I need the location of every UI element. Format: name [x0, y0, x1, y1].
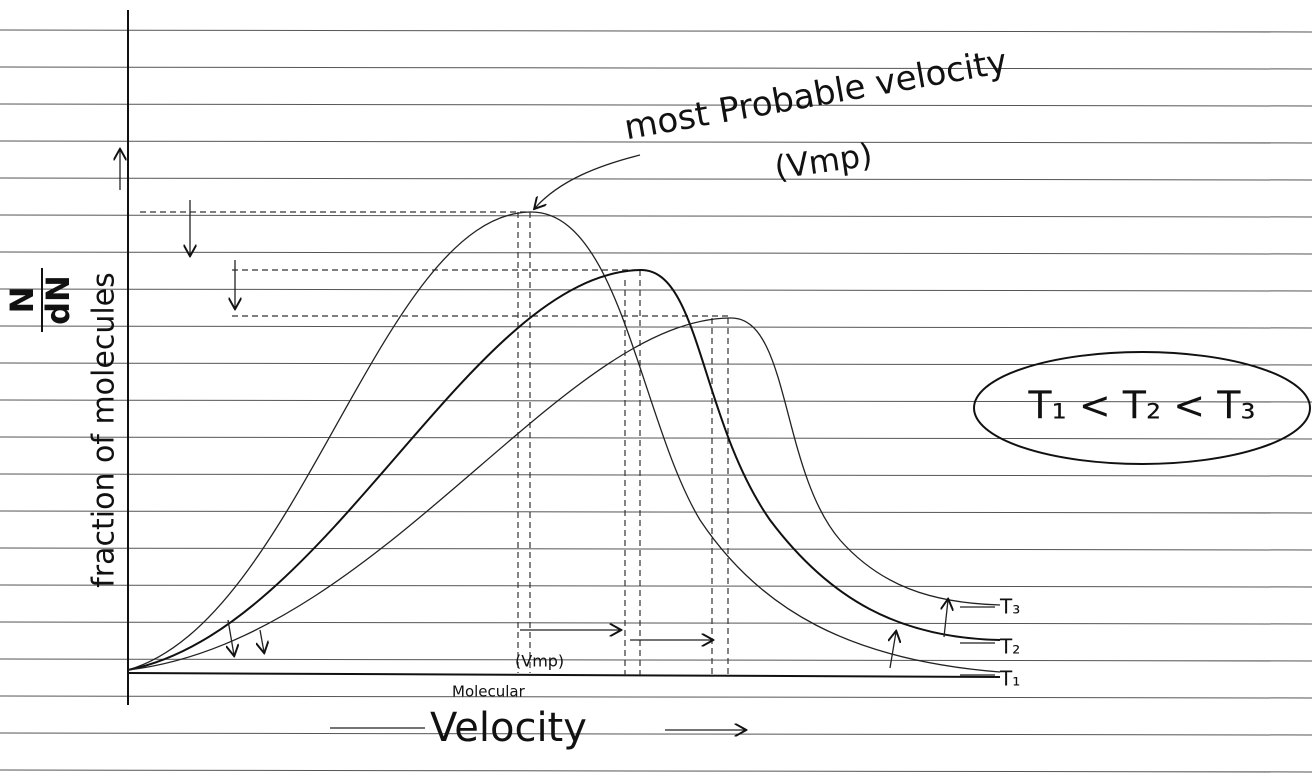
peak-label: most Probable velocity: [621, 41, 1010, 148]
curve-t3: [128, 318, 1000, 670]
relation: T₁ < T₂ < T₃: [1027, 384, 1255, 428]
x-label: Velocity: [430, 705, 587, 751]
ruled-line: [0, 511, 1312, 513]
ruled-line: [0, 585, 1312, 587]
y-numerator: dN: [39, 275, 77, 325]
ruled-line: [0, 289, 1312, 291]
ruled-line: [0, 733, 1312, 735]
y-denominator: N: [3, 287, 41, 314]
y-label: fraction of molecules: [87, 272, 122, 588]
curve-t2: [128, 270, 1000, 670]
curve-t1: [128, 212, 1000, 672]
ruled-line: [0, 252, 1312, 254]
ruled-line: [0, 696, 1312, 698]
ruled-line: [0, 67, 1312, 69]
guides: [140, 212, 730, 676]
ruled-line: [0, 548, 1312, 550]
arrows: [120, 150, 995, 730]
curve-label: T₁: [999, 667, 1020, 691]
ruled-line: [0, 363, 1312, 365]
x-axis: [128, 673, 1000, 677]
ruled-line: [0, 622, 1312, 624]
ruled-line: [0, 178, 1312, 180]
axis-symbol: (Vmp): [515, 652, 564, 671]
ruled-line: [0, 770, 1312, 772]
curve-label: T₃: [999, 595, 1020, 619]
ruled-line: [0, 437, 1312, 439]
x-small-label: Molecular: [452, 683, 526, 701]
curve-label: T₂: [999, 635, 1020, 659]
ruled-line: [0, 659, 1312, 661]
page: most Probable velocity (Vmp) (Vmp) Molec…: [0, 0, 1312, 776]
ruled-line: [0, 474, 1312, 476]
ruled-line: [0, 215, 1312, 217]
ruled-line: [0, 30, 1312, 32]
ruled-line: [0, 326, 1312, 328]
